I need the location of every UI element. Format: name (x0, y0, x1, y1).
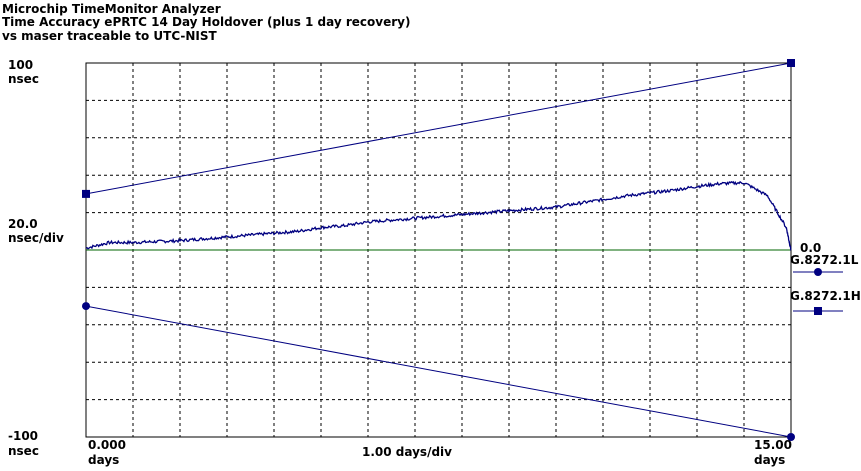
series-line-g-8272-1l (85, 305, 792, 438)
x-end-unit: days (754, 453, 785, 467)
legend-marker-circle (814, 268, 822, 276)
series-layer (82, 59, 795, 441)
x-end-value: 15.00 (754, 438, 792, 452)
chart-title: Time Accuracy ePRTC 14 Day Holdover (plu… (2, 15, 410, 29)
y-bottom-value: -100 (8, 429, 38, 443)
x-scale-label: 1.00 days/div (362, 445, 452, 459)
y-top-unit: nsec (8, 72, 39, 86)
series-line-g-8272-1h (85, 62, 792, 195)
legend-entry-g-8272-1h: G.8272.1H (790, 289, 861, 303)
x-start-value: 0.000 (88, 438, 126, 452)
series-line-measured (85, 180, 792, 251)
series-point-g-8272-1l (787, 433, 795, 441)
x-start-unit: days (88, 453, 119, 467)
y-top-value: 100 (8, 58, 33, 72)
zero-label: 0.0 (800, 241, 821, 255)
series-point-g-8272-1h (82, 189, 90, 198)
app-title: Microchip TimeMonitor Analyzer (2, 2, 221, 16)
legend: G.8272.1L G.8272.1H (790, 253, 861, 315)
series-point-g-8272-1l (82, 302, 90, 311)
y-bottom-unit: nsec (8, 444, 39, 458)
legend-entry-g-8272-1l: G.8272.1L (790, 253, 859, 267)
chart-subtitle: vs maser traceable to UTC-NIST (2, 29, 218, 43)
legend-marker-square (814, 307, 822, 315)
y-scale-unit: nsec/div (8, 231, 64, 245)
series-point-g-8272-1h (787, 59, 795, 67)
y-scale-value: 20.0 (8, 217, 38, 231)
